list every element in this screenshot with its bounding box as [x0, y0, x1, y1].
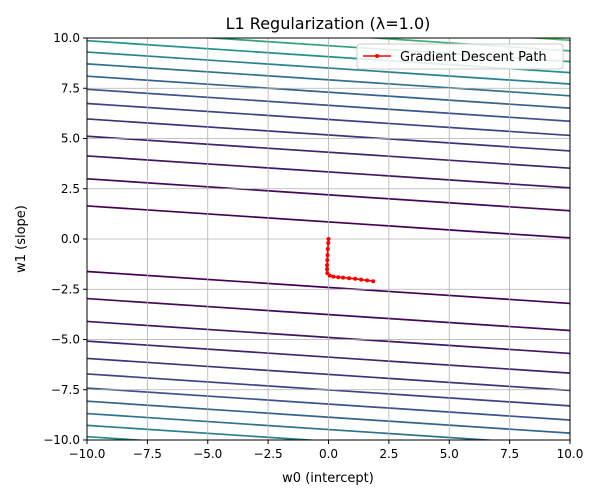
- x-tick-label: −7.5: [133, 447, 162, 461]
- gradient-path-point: [336, 275, 341, 280]
- y-axis-label: w1 (slope): [14, 205, 29, 273]
- y-tick-label: 10.0: [53, 31, 80, 45]
- contour-line: [87, 0, 570, 9]
- gradient-path-point: [325, 258, 330, 263]
- x-tick-label: −10.0: [69, 447, 106, 461]
- y-tick-label: −7.5: [51, 383, 80, 397]
- x-tick-label: −5.0: [193, 447, 222, 461]
- gradient-path-point: [326, 237, 331, 241]
- y-tick-label: −5.0: [51, 333, 80, 347]
- x-tick-label: 2.5: [379, 447, 398, 461]
- y-tick-label: 5.0: [61, 132, 80, 146]
- gradient-path-point: [331, 274, 336, 279]
- x-tick-label: −2.5: [254, 447, 283, 461]
- y-tick-label: −10.0: [43, 433, 80, 447]
- x-axis-label: w0 (intercept): [282, 471, 374, 486]
- gradient-path-point: [325, 263, 330, 268]
- x-tick-label: 5.0: [440, 447, 459, 461]
- gradient-path-point: [325, 267, 330, 272]
- gradient-path-point: [326, 241, 331, 246]
- legend-box: [356, 43, 564, 70]
- legend: Gradient Descent Path: [356, 43, 564, 70]
- gradient-path-point: [325, 253, 330, 258]
- gradient-path-point: [359, 277, 364, 282]
- gradient-path-point: [371, 279, 376, 284]
- y-tick-label: 2.5: [61, 182, 80, 196]
- y-tick-label: 7.5: [61, 81, 80, 95]
- gradient-path-layer: [325, 237, 376, 284]
- gradient-path-point: [365, 278, 370, 283]
- y-tick-label: −2.5: [51, 282, 80, 296]
- x-tick-label: 10.0: [557, 447, 584, 461]
- gradient-path-point: [325, 271, 330, 276]
- gradient-path-point: [325, 247, 330, 252]
- y-axis-ticks: −10.0 −7.5 −5.0 −2.5 0.0 2.5 5.0 7.5 10.0: [43, 31, 87, 447]
- x-tick-label: 7.5: [500, 447, 519, 461]
- x-axis-ticks: −10.0 −7.5 −5.0 −2.5 0.0 2.5 5.0 7.5 10.0: [69, 440, 584, 461]
- legend-label: Gradient Descent Path: [400, 50, 547, 65]
- chart-title: L1 Regularization (λ=1.0): [226, 14, 431, 33]
- x-tick-label: 0.0: [319, 447, 338, 461]
- contour-line: [87, 424, 322, 440]
- gradient-path-point: [347, 276, 352, 281]
- legend-marker: [375, 54, 379, 58]
- gradient-path-point: [340, 275, 345, 280]
- y-tick-label: 0.0: [61, 232, 80, 246]
- gradient-path-point: [353, 276, 358, 281]
